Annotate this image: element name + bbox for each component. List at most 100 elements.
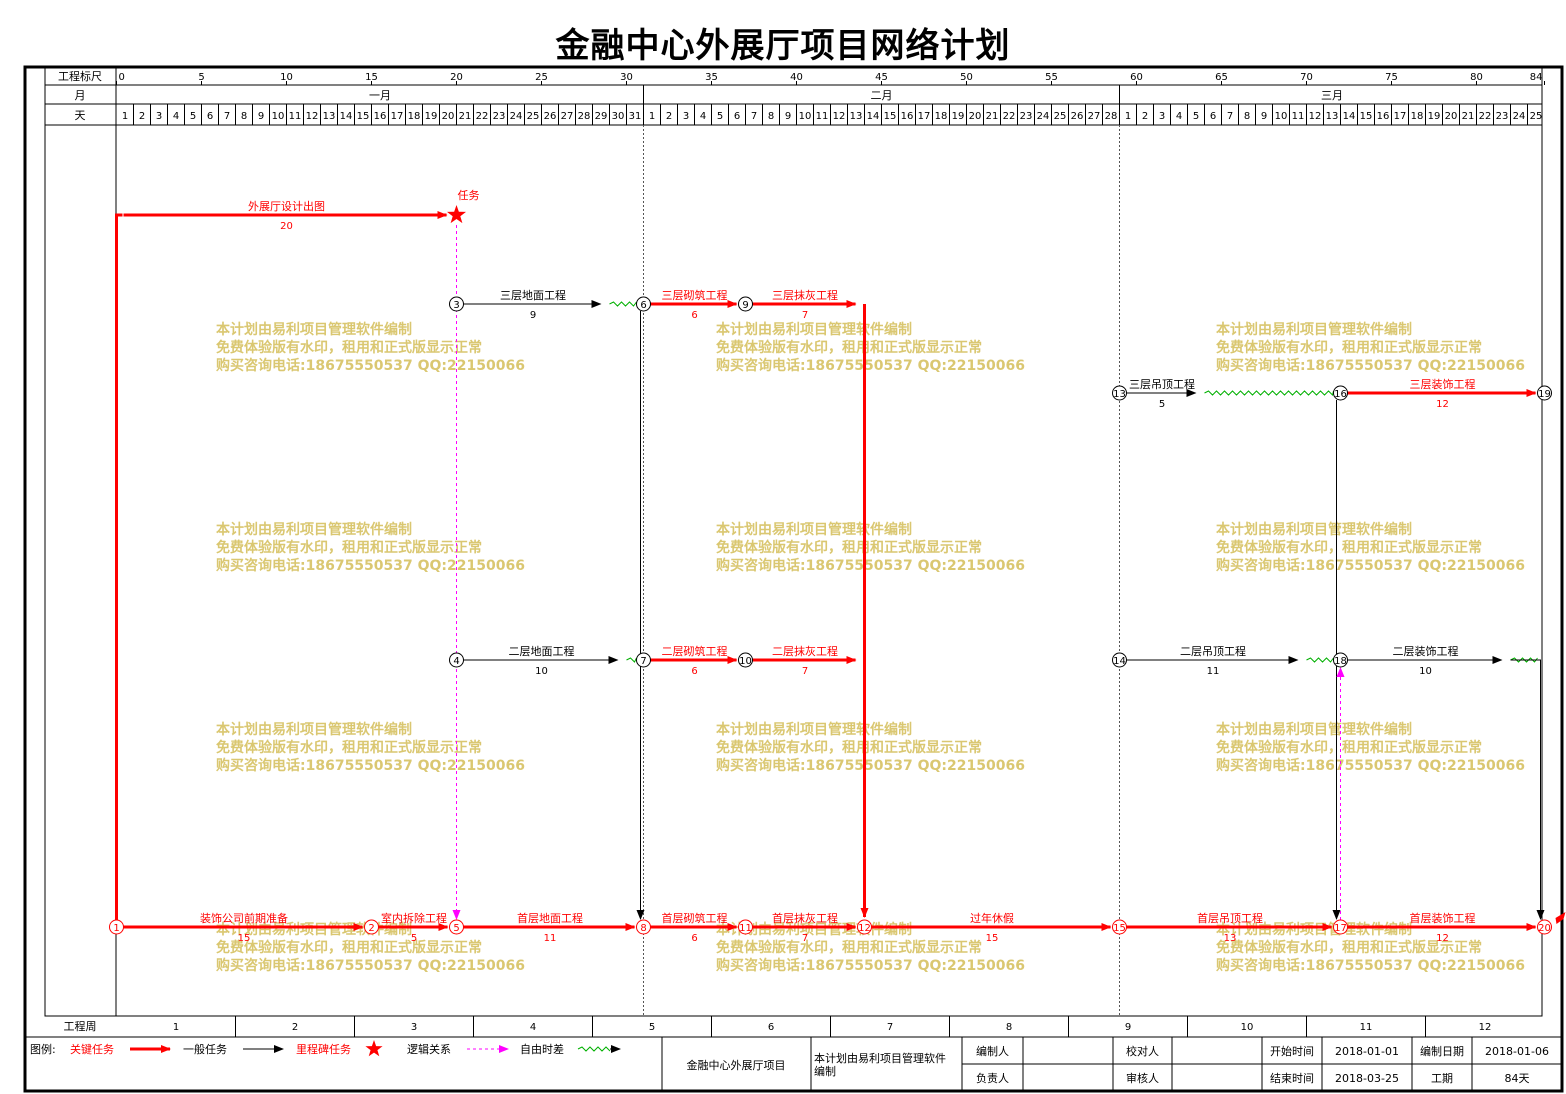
task-name: 三层吊顶工程 [1129, 378, 1195, 391]
watermark-text: 免费体验版有水印，租用和正式版显示正常 [216, 339, 482, 356]
scale-tick-label: 65 [1215, 72, 1228, 83]
task-name: 二层抹灰工程 [772, 644, 838, 658]
watermark-text: 购买咨询电话:18675550537 QQ:22150066 [216, 357, 525, 374]
day-label: 10 [799, 111, 812, 122]
normal-vertical-link [1510, 659, 1545, 920]
day-label: 3 [683, 111, 689, 122]
day-label: 4 [700, 111, 706, 122]
scale-tick-label: 55 [1045, 72, 1058, 83]
day-label: 13 [850, 111, 863, 122]
footer-project: 金融中心外展厅项目 [687, 1058, 786, 1072]
watermark-text: 免费体验版有水印，租用和正式版显示正常 [216, 939, 482, 956]
watermark-text: 购买咨询电话:18675550537 QQ:22150066 [716, 357, 1025, 374]
footer-start-value: 2018-01-01 [1335, 1045, 1399, 1058]
day-label: 16 [374, 111, 387, 122]
task-duration: 13 [1224, 933, 1237, 944]
legend-normal-label: 一般任务 [183, 1043, 227, 1056]
day-label: 26 [544, 111, 557, 122]
legend-logic-label: 逻辑关系 [407, 1042, 451, 1056]
event-node [449, 296, 464, 312]
event-node-number: 8 [640, 923, 646, 934]
footer-owner-label: 负责人 [976, 1071, 1009, 1085]
free-float-squiggle [1306, 657, 1334, 663]
watermark-text: 免费体验版有水印，租用和正式版显示正常 [716, 339, 982, 356]
day-label: 20 [969, 111, 982, 122]
day-label: 6 [734, 111, 740, 122]
day-label: 25 [1530, 111, 1543, 122]
task-duration: 5 [411, 933, 417, 944]
scale-tick-label: 35 [705, 72, 718, 83]
scale-tick-label: 60 [1130, 72, 1143, 83]
legend-prefix: 图例: [30, 1042, 56, 1056]
day-label: 15 [357, 111, 370, 122]
event-node-number: 13 [1113, 389, 1126, 400]
event-node-number: 18 [1334, 656, 1347, 667]
task-name: 三层地面工程 [500, 289, 566, 302]
month-dividers [643, 125, 1120, 1016]
event-node [1537, 919, 1552, 935]
event-node [1537, 385, 1552, 401]
day-label: 7 [224, 111, 230, 122]
event-node [1112, 919, 1127, 935]
day-label: 5 [190, 111, 196, 122]
day-label: 21 [459, 111, 472, 122]
watermark-text: 本计划由易利项目管理软件编制 [216, 721, 412, 738]
event-node-number: 11 [739, 923, 752, 934]
scale-tick-label: 30 [620, 72, 633, 83]
day-label: 30 [612, 111, 625, 122]
event-nodes: 1 2 5 8 11 12 15 17 203 6 913 16 194 7 10 14 18 [109, 205, 1566, 935]
task-duration: 10 [1419, 666, 1432, 677]
watermark-text: 购买咨询电话:18675550537 QQ:22150066 [216, 757, 525, 774]
day-label: 11 [816, 111, 829, 122]
day-label: 4 [1176, 111, 1182, 122]
watermark-text: 本计划由易利项目管理软件编制 [216, 321, 412, 338]
scale-tick-label: 0 [119, 72, 125, 83]
watermark-text: 免费体验版有水印，租用和正式版显示正常 [1216, 739, 1482, 756]
scale-row-label: 工程标尺 [58, 69, 102, 83]
month-row-label: 月 [75, 89, 86, 102]
task-duration: 7 [802, 666, 808, 677]
free-float-squiggle [1204, 390, 1334, 396]
legend-critical-label: 关键任务 [70, 1042, 114, 1056]
watermark-text: 本计划由易利项目管理软件编制 [216, 521, 412, 538]
task-name: 三层抹灰工程 [772, 288, 838, 302]
event-node-number: 4 [453, 656, 459, 667]
legend-float-squiggle [577, 1046, 611, 1052]
day-label: 23 [493, 111, 506, 122]
day-label: 20 [1445, 111, 1458, 122]
event-node-number: 5 [453, 923, 459, 934]
day-label: 19 [425, 111, 438, 122]
task-name: 过年休假 [970, 911, 1014, 925]
day-label: 28 [578, 111, 591, 122]
watermark-text: 购买咨询电话:18675550537 QQ:22150066 [716, 757, 1025, 774]
task-duration: 9 [530, 310, 536, 321]
day-label: 20 [442, 111, 455, 122]
task-duration: 15 [986, 933, 999, 944]
day-label: 9 [1261, 111, 1267, 122]
month-label: 一月 [369, 89, 391, 102]
footer-reviewer-label: 审核人 [1126, 1071, 1159, 1085]
day-label: 16 [901, 111, 914, 122]
day-label: 3 [1159, 111, 1165, 122]
day-label: 11 [1292, 111, 1305, 122]
day-label: 25 [1054, 111, 1067, 122]
task-name: 外展厅设计出图 [248, 199, 325, 213]
day-label: 7 [1227, 111, 1233, 122]
week-number: 2 [292, 1022, 298, 1033]
day-label: 5 [1193, 111, 1199, 122]
task-name: 首层装饰工程 [1410, 911, 1476, 925]
day-label: 8 [241, 111, 247, 122]
day-label: 15 [884, 111, 897, 122]
watermark-text: 免费体验版有水印，租用和正式版显示正常 [716, 539, 982, 556]
day-label: 23 [1020, 111, 1033, 122]
event-node [857, 919, 872, 935]
task-name: 二层吊顶工程 [1180, 645, 1246, 658]
task-name: 三层砌筑工程 [662, 288, 728, 302]
footer-end-label: 结束时间 [1270, 1072, 1314, 1085]
day-label: 27 [561, 111, 574, 122]
day-label: 3 [156, 111, 162, 122]
task-name: 二层装饰工程 [1393, 644, 1459, 658]
